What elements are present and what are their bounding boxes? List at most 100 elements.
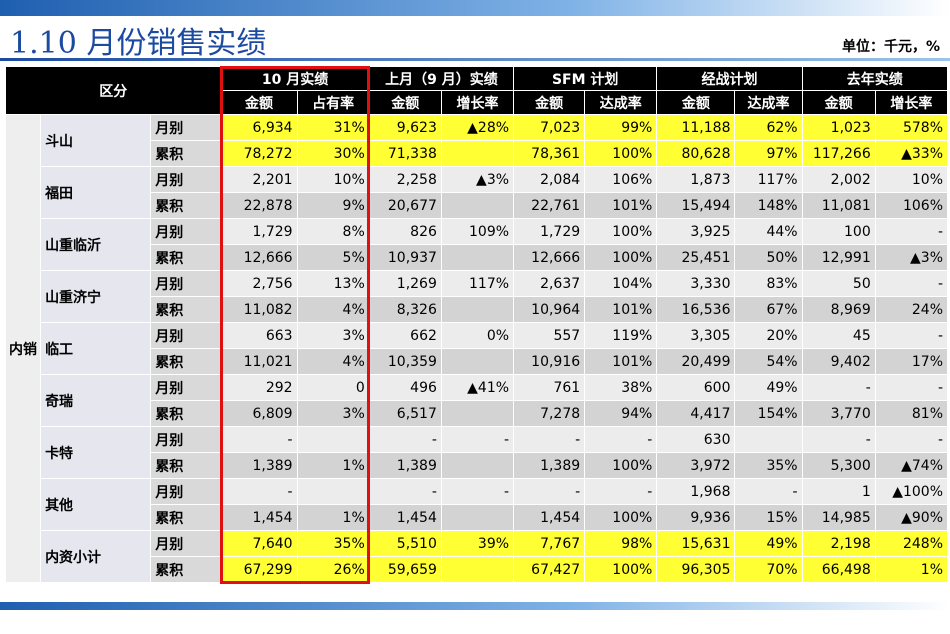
value-cell: 4,417: [656, 400, 736, 427]
value-cell: ▲100%: [874, 478, 949, 505]
value-cell: 630: [656, 426, 736, 453]
value-cell: 11,021: [220, 348, 298, 375]
value-cell: [440, 192, 515, 219]
value-cell: 4%: [296, 348, 370, 375]
header-row: 区分 10 月实绩 上月（9 月）实绩 SFM 计划 经战计划 去年实绩: [4, 66, 949, 115]
value-cell: [440, 556, 515, 583]
value-cell: 9,623: [368, 114, 442, 141]
row-label: 月别: [150, 478, 222, 505]
value-cell: [440, 452, 515, 479]
value-cell: 117%: [734, 166, 803, 193]
value-cell: -: [874, 322, 949, 349]
value-cell: -: [440, 426, 515, 453]
value-cell: 1,454: [220, 504, 298, 531]
value-cell: -: [801, 426, 876, 453]
value-cell: 22,761: [513, 192, 586, 219]
value-cell: 7,278: [513, 400, 586, 427]
row-label: 月别: [150, 166, 222, 193]
subheader-row: 金额 占有率 金额 增长率 金额 达成率 金额 达成率 金额 增长率: [6, 90, 949, 115]
value-cell: 100%: [584, 244, 658, 271]
value-cell: 2,637: [513, 270, 586, 297]
subheader: 金额: [801, 90, 876, 115]
value-cell: 71,338: [368, 140, 442, 167]
value-cell: 3,972: [656, 452, 736, 479]
value-cell: 826: [368, 218, 442, 245]
value-cell: 11,081: [801, 192, 876, 219]
top-bar: [0, 0, 950, 16]
value-cell: 100%: [584, 218, 658, 245]
value-cell: 1,729: [513, 218, 586, 245]
value-cell: 2,084: [513, 166, 586, 193]
value-cell: 96,305: [656, 556, 736, 583]
data-row: 内销 斗山 月别 6,934 31% 9,623 ▲28% 7,023 99% 11,188 62%…: [4, 114, 949, 583]
row-label: 月别: [150, 114, 222, 141]
value-cell: 17%: [874, 348, 949, 375]
value-cell: 663: [220, 322, 298, 349]
value-cell: 10,937: [368, 244, 442, 271]
value-cell: -: [368, 426, 442, 453]
value-cell: 3,925: [656, 218, 736, 245]
value-cell: 12,991: [801, 244, 876, 271]
value-cell: 12,666: [220, 244, 298, 271]
value-cell: 100%: [584, 504, 658, 531]
row-label: 月别: [150, 530, 222, 557]
value-cell: [440, 400, 515, 427]
value-cell: 106%: [584, 166, 658, 193]
data-row: 累积 1,454 1% 1,454 1,454 100% 9,936 15% 14,985 ▲90…: [6, 504, 949, 531]
row-label: 累积: [150, 556, 222, 583]
data-row: 累积 67,299 26% 59,659 67,427 100% 96,305 70% 66,4…: [6, 556, 949, 583]
value-cell: -: [513, 426, 586, 453]
company-cell: 山重济宁: [40, 270, 152, 323]
value-cell: 38%: [584, 374, 658, 401]
value-cell: 100: [801, 218, 876, 245]
value-cell: 67%: [734, 296, 803, 323]
data-row: 累积 11,021 4% 10,359 10,916 101% 20,499 54% 9,402…: [6, 348, 949, 375]
value-cell: 109%: [440, 218, 515, 245]
value-cell: -: [584, 478, 658, 505]
value-cell: 99%: [584, 114, 658, 141]
value-cell: ▲28%: [440, 114, 515, 141]
value-cell: 98%: [584, 530, 658, 557]
row-label: 累积: [150, 140, 222, 167]
value-cell: 8,326: [368, 296, 442, 323]
highlight-box: [219, 65, 371, 584]
value-cell: [440, 348, 515, 375]
value-cell: 1%: [874, 556, 949, 583]
value-cell: 5,300: [801, 452, 876, 479]
value-cell: 50: [801, 270, 876, 297]
subheader: 达成率: [734, 90, 803, 115]
value-cell: 59,659: [368, 556, 442, 583]
value-cell: 6,517: [368, 400, 442, 427]
group-header: 经战计划: [656, 66, 803, 91]
value-cell: 10,359: [368, 348, 442, 375]
value-cell: 49%: [734, 530, 803, 557]
value-cell: 3,770: [801, 400, 876, 427]
value-cell: 22,878: [220, 192, 298, 219]
value-cell: 67,299: [220, 556, 298, 583]
value-cell: 1,269: [368, 270, 442, 297]
subheader: 增长率: [440, 90, 515, 115]
value-cell: 1%: [296, 504, 370, 531]
row-label: 月别: [150, 270, 222, 297]
row-label: 累积: [150, 504, 222, 531]
value-cell: 9,402: [801, 348, 876, 375]
value-cell: 20,677: [368, 192, 442, 219]
value-cell: 1,389: [513, 452, 586, 479]
value-cell: 3,330: [656, 270, 736, 297]
value-cell: [296, 478, 370, 505]
subheader: 金额: [656, 90, 736, 115]
value-cell: 2,201: [220, 166, 298, 193]
value-cell: 24%: [874, 296, 949, 323]
value-cell: 101%: [584, 192, 658, 219]
value-cell: 117%: [440, 270, 515, 297]
value-cell: ▲41%: [440, 374, 515, 401]
value-cell: -: [874, 218, 949, 245]
value-cell: 16,536: [656, 296, 736, 323]
subheader: 金额: [368, 90, 442, 115]
value-cell: 1,968: [656, 478, 736, 505]
value-cell: 0%: [440, 322, 515, 349]
data-row: 临工 月别 663 3% 662 0% 557 119% 3,305 20% 45-: [6, 322, 949, 375]
group-header: 10 月实绩: [220, 66, 370, 91]
group-header: 上月（9 月）实绩: [368, 66, 515, 91]
